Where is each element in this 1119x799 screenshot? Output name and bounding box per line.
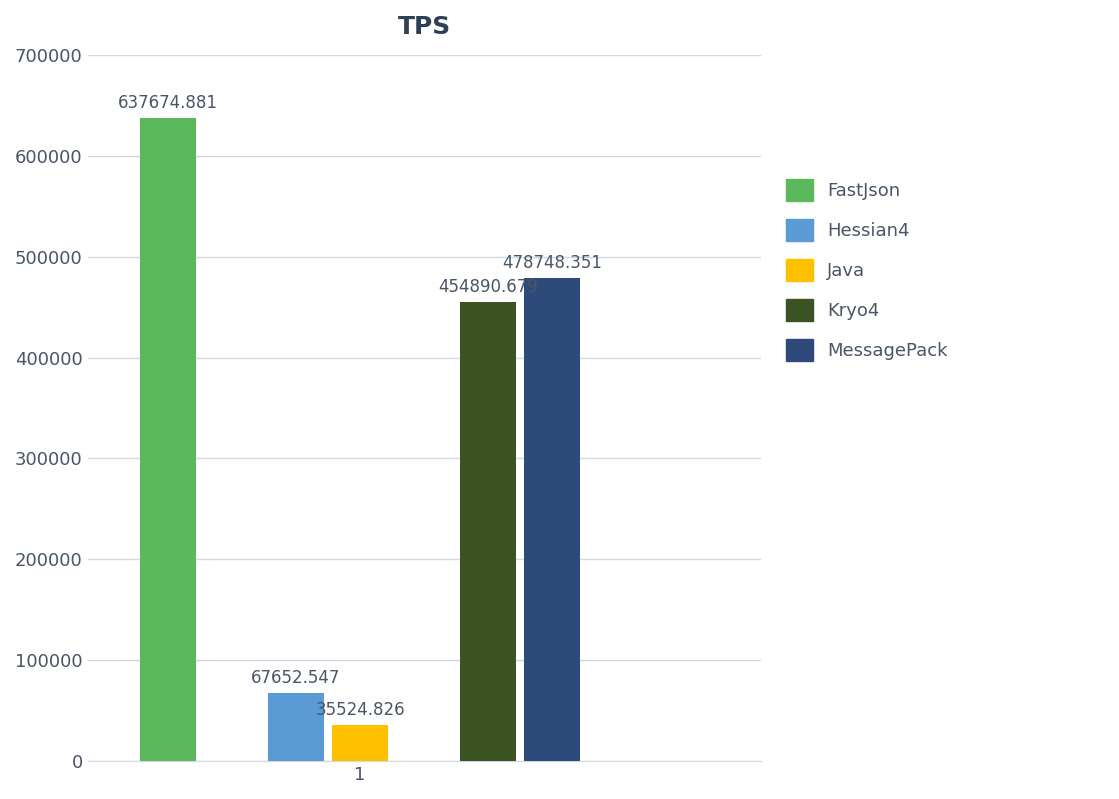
- Text: 637674.881: 637674.881: [117, 93, 218, 112]
- Legend: FastJson, Hessian4, Java, Kryo4, MessagePack: FastJson, Hessian4, Java, Kryo4, Message…: [777, 170, 957, 370]
- Bar: [140, 117, 196, 761]
- Text: 478748.351: 478748.351: [502, 254, 602, 272]
- Title: TPS: TPS: [397, 15, 451, 39]
- Text: 35524.826: 35524.826: [316, 702, 405, 719]
- Text: 67652.547: 67652.547: [252, 669, 340, 687]
- Bar: [267, 693, 325, 761]
- Bar: [332, 725, 388, 761]
- Bar: [525, 278, 581, 761]
- Bar: [460, 302, 516, 761]
- Text: 454890.679: 454890.679: [439, 278, 538, 296]
